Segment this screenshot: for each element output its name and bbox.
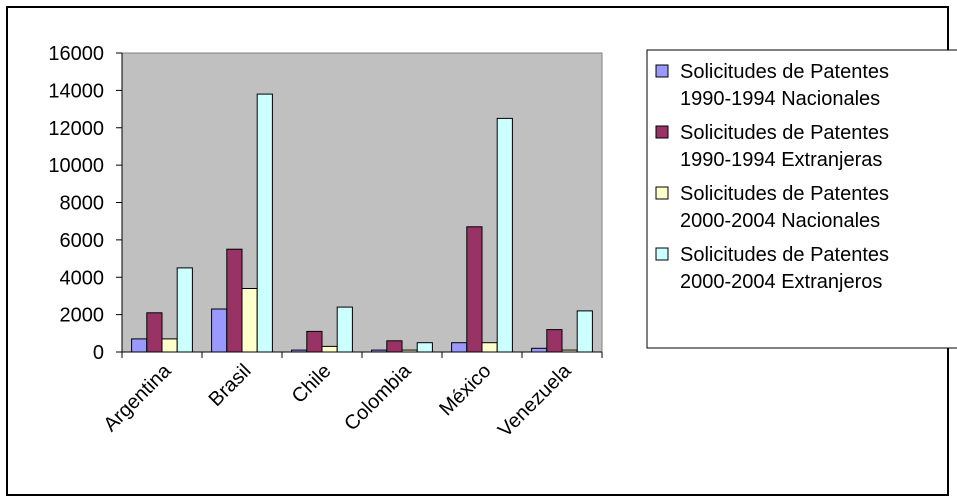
bar-3-2: [336, 306, 353, 353]
legend-label-3: Solicitudes de Patentes: [680, 244, 889, 266]
x-tick-label: Argentina: [99, 359, 176, 436]
y-tick-label: 16000: [48, 43, 104, 65]
legend-swatch-2: [655, 186, 669, 200]
bar-3-5: [576, 310, 593, 353]
x-tick-label: Chile: [288, 360, 336, 408]
bar-2-4: [481, 342, 498, 353]
legend: Solicitudes de Patentes 1990-1994 Naciona…: [646, 49, 957, 349]
legend-box: [646, 49, 957, 349]
legend-label-2: 2000-2004 Nacionales: [680, 210, 880, 232]
bar-0-5: [531, 347, 548, 353]
legend-label-1: 1990-1994 Extranjeras: [680, 149, 882, 171]
bar-2-2: [321, 345, 338, 353]
legend-label-2: Solicitudes de Patentes: [680, 183, 889, 205]
bar-3-3: [416, 342, 433, 353]
x-tick-label: Brasil: [205, 360, 256, 411]
x-tick-label: México: [435, 360, 495, 420]
y-tick-label: 8000: [60, 193, 105, 215]
legend-label-3: 2000-2004 Extranjeros: [680, 271, 882, 293]
bar-2-1: [241, 288, 258, 353]
legend-label-0: Solicitudes de Patentes: [680, 61, 889, 83]
bar-1-4: [466, 226, 483, 353]
y-tick-label: 0: [93, 342, 104, 364]
x-tick-label: Colombia: [340, 359, 416, 435]
y-tick-label: 4000: [60, 267, 105, 289]
bar-1-3: [386, 340, 403, 353]
legend-label-1: Solicitudes de Patentes: [680, 122, 889, 144]
bar-2-0: [161, 338, 178, 353]
legend-swatch-3: [655, 247, 669, 261]
legend-swatch-0: [655, 64, 669, 78]
bar-3-0: [176, 267, 193, 353]
bar-1-2: [306, 330, 323, 353]
x-tick-label: Venezuela: [494, 359, 576, 441]
bar-3-4: [496, 117, 513, 353]
bar-0-4: [451, 342, 468, 353]
y-tick-label: 10000: [48, 155, 104, 177]
bar-0-0: [131, 338, 148, 353]
legend-label-0: 1990-1994 Nacionales: [680, 88, 880, 110]
x-axis-ticks: Argentina Brasil Chile Colombia MéxicoVenezu…: [99, 352, 603, 442]
legend-swatch-1: [655, 125, 669, 139]
bar-1-0: [146, 312, 163, 353]
bar-1-1: [226, 248, 243, 353]
bar-3-1: [256, 93, 273, 353]
plot-area: [121, 52, 603, 353]
y-tick-label: 2000: [60, 305, 105, 327]
y-tick-label: 6000: [60, 230, 105, 252]
y-axis-ticks: 0 2000 4000 6000 8000 10000 12000 14000 16000: [48, 43, 122, 364]
y-tick-label: 12000: [48, 118, 104, 140]
bar-1-5: [546, 329, 563, 353]
y-tick-label: 14000: [48, 80, 104, 102]
bar-0-1: [211, 308, 228, 353]
